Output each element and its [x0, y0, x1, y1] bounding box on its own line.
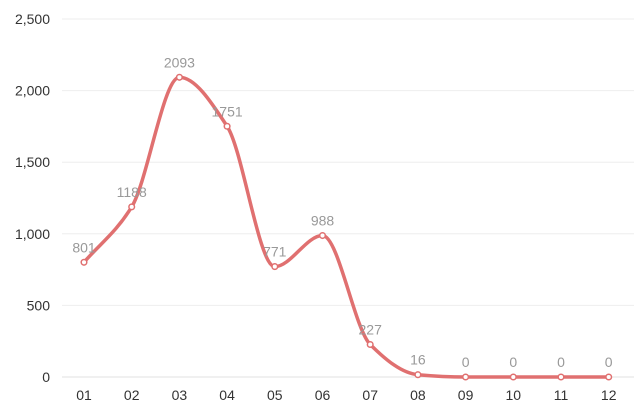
y-tick-label: 1,000 — [15, 226, 50, 242]
data-label: 0 — [462, 354, 470, 370]
x-tick-label: 09 — [458, 387, 474, 403]
data-label: 16 — [410, 352, 426, 368]
data-point — [223, 122, 231, 130]
y-tick-label: 2,500 — [15, 11, 50, 27]
y-tick-label: 0 — [42, 369, 50, 385]
data-labels: 801 1188 2093 1751 771 988 227 16 0 0 0 0 — [72, 54, 612, 370]
x-tick-label: 02 — [124, 387, 140, 403]
data-point — [557, 373, 565, 381]
data-point — [605, 373, 613, 381]
data-label: 0 — [509, 354, 517, 370]
data-point — [128, 203, 136, 211]
x-tick-label: 06 — [315, 387, 331, 403]
y-tick-label: 2,000 — [15, 83, 50, 99]
data-markers — [80, 73, 613, 381]
x-tick-label: 04 — [219, 387, 235, 403]
data-point — [318, 231, 327, 240]
x-tick-label: 03 — [172, 387, 188, 403]
data-label: 1188 — [117, 184, 147, 200]
data-point — [414, 371, 422, 379]
data-point — [271, 263, 279, 271]
y-tick-label: 500 — [27, 297, 51, 313]
data-label: 801 — [72, 239, 96, 255]
x-tick-label: 11 — [554, 387, 569, 403]
data-point — [175, 73, 183, 81]
data-point — [509, 373, 517, 381]
x-tick-label: 05 — [267, 387, 283, 403]
data-label: 771 — [263, 244, 287, 260]
data-point — [80, 258, 88, 266]
x-tick-label: 10 — [506, 387, 522, 403]
data-label: 227 — [359, 321, 383, 337]
x-tick-label: 01 — [76, 387, 92, 403]
data-label: 988 — [311, 213, 335, 229]
x-tick-label: 08 — [410, 387, 426, 403]
data-label: 0 — [605, 354, 613, 370]
x-tick-label: 07 — [362, 387, 378, 403]
data-label: 0 — [557, 354, 565, 370]
data-point — [366, 340, 374, 349]
y-axis: 0 500 1,000 1,500 2,000 2,500 — [15, 11, 50, 385]
data-label: 1751 — [212, 103, 243, 119]
series-line — [82, 75, 611, 379]
data-label: 2093 — [164, 54, 195, 70]
x-axis: 01 02 03 04 05 06 07 08 09 10 11 12 — [76, 387, 616, 403]
y-tick-label: 1,500 — [15, 154, 50, 170]
grid-lines — [62, 18, 634, 378]
data-point — [462, 373, 470, 381]
x-tick-label: 12 — [601, 387, 617, 403]
